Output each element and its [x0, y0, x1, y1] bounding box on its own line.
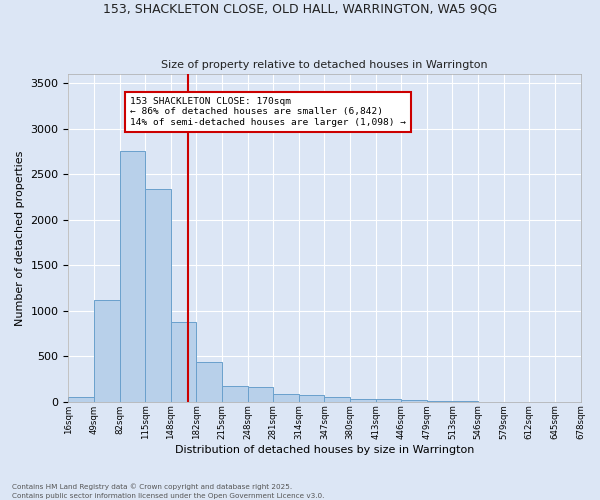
Bar [427, 401, 452, 402]
Bar [119, 150, 145, 402]
Bar [171, 322, 196, 402]
Bar [401, 400, 427, 402]
Bar [222, 386, 248, 402]
Bar [94, 300, 119, 402]
Bar [248, 387, 273, 402]
X-axis label: Distribution of detached houses by size in Warrington: Distribution of detached houses by size … [175, 445, 474, 455]
Bar [350, 399, 376, 402]
Bar [68, 397, 94, 402]
Bar [299, 396, 325, 402]
Text: 153 SHACKLETON CLOSE: 170sqm
← 86% of detached houses are smaller (6,842)
14% of: 153 SHACKLETON CLOSE: 170sqm ← 86% of de… [130, 97, 406, 127]
Text: Contains HM Land Registry data © Crown copyright and database right 2025.
Contai: Contains HM Land Registry data © Crown c… [12, 484, 325, 499]
Bar [196, 362, 222, 402]
Title: Size of property relative to detached houses in Warrington: Size of property relative to detached ho… [161, 60, 488, 70]
Bar [376, 399, 401, 402]
Bar [273, 394, 299, 402]
Text: 153, SHACKLETON CLOSE, OLD HALL, WARRINGTON, WA5 9QG: 153, SHACKLETON CLOSE, OLD HALL, WARRING… [103, 2, 497, 16]
Bar [145, 189, 171, 402]
Y-axis label: Number of detached properties: Number of detached properties [15, 150, 25, 326]
Bar [325, 397, 350, 402]
